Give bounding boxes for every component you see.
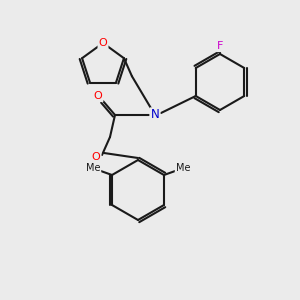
Text: Me: Me	[86, 163, 100, 173]
Text: N: N	[151, 109, 159, 122]
Text: Me: Me	[176, 163, 190, 173]
Text: O: O	[94, 91, 102, 101]
Text: O: O	[92, 152, 100, 162]
Text: F: F	[217, 41, 223, 51]
Text: O: O	[99, 38, 107, 48]
